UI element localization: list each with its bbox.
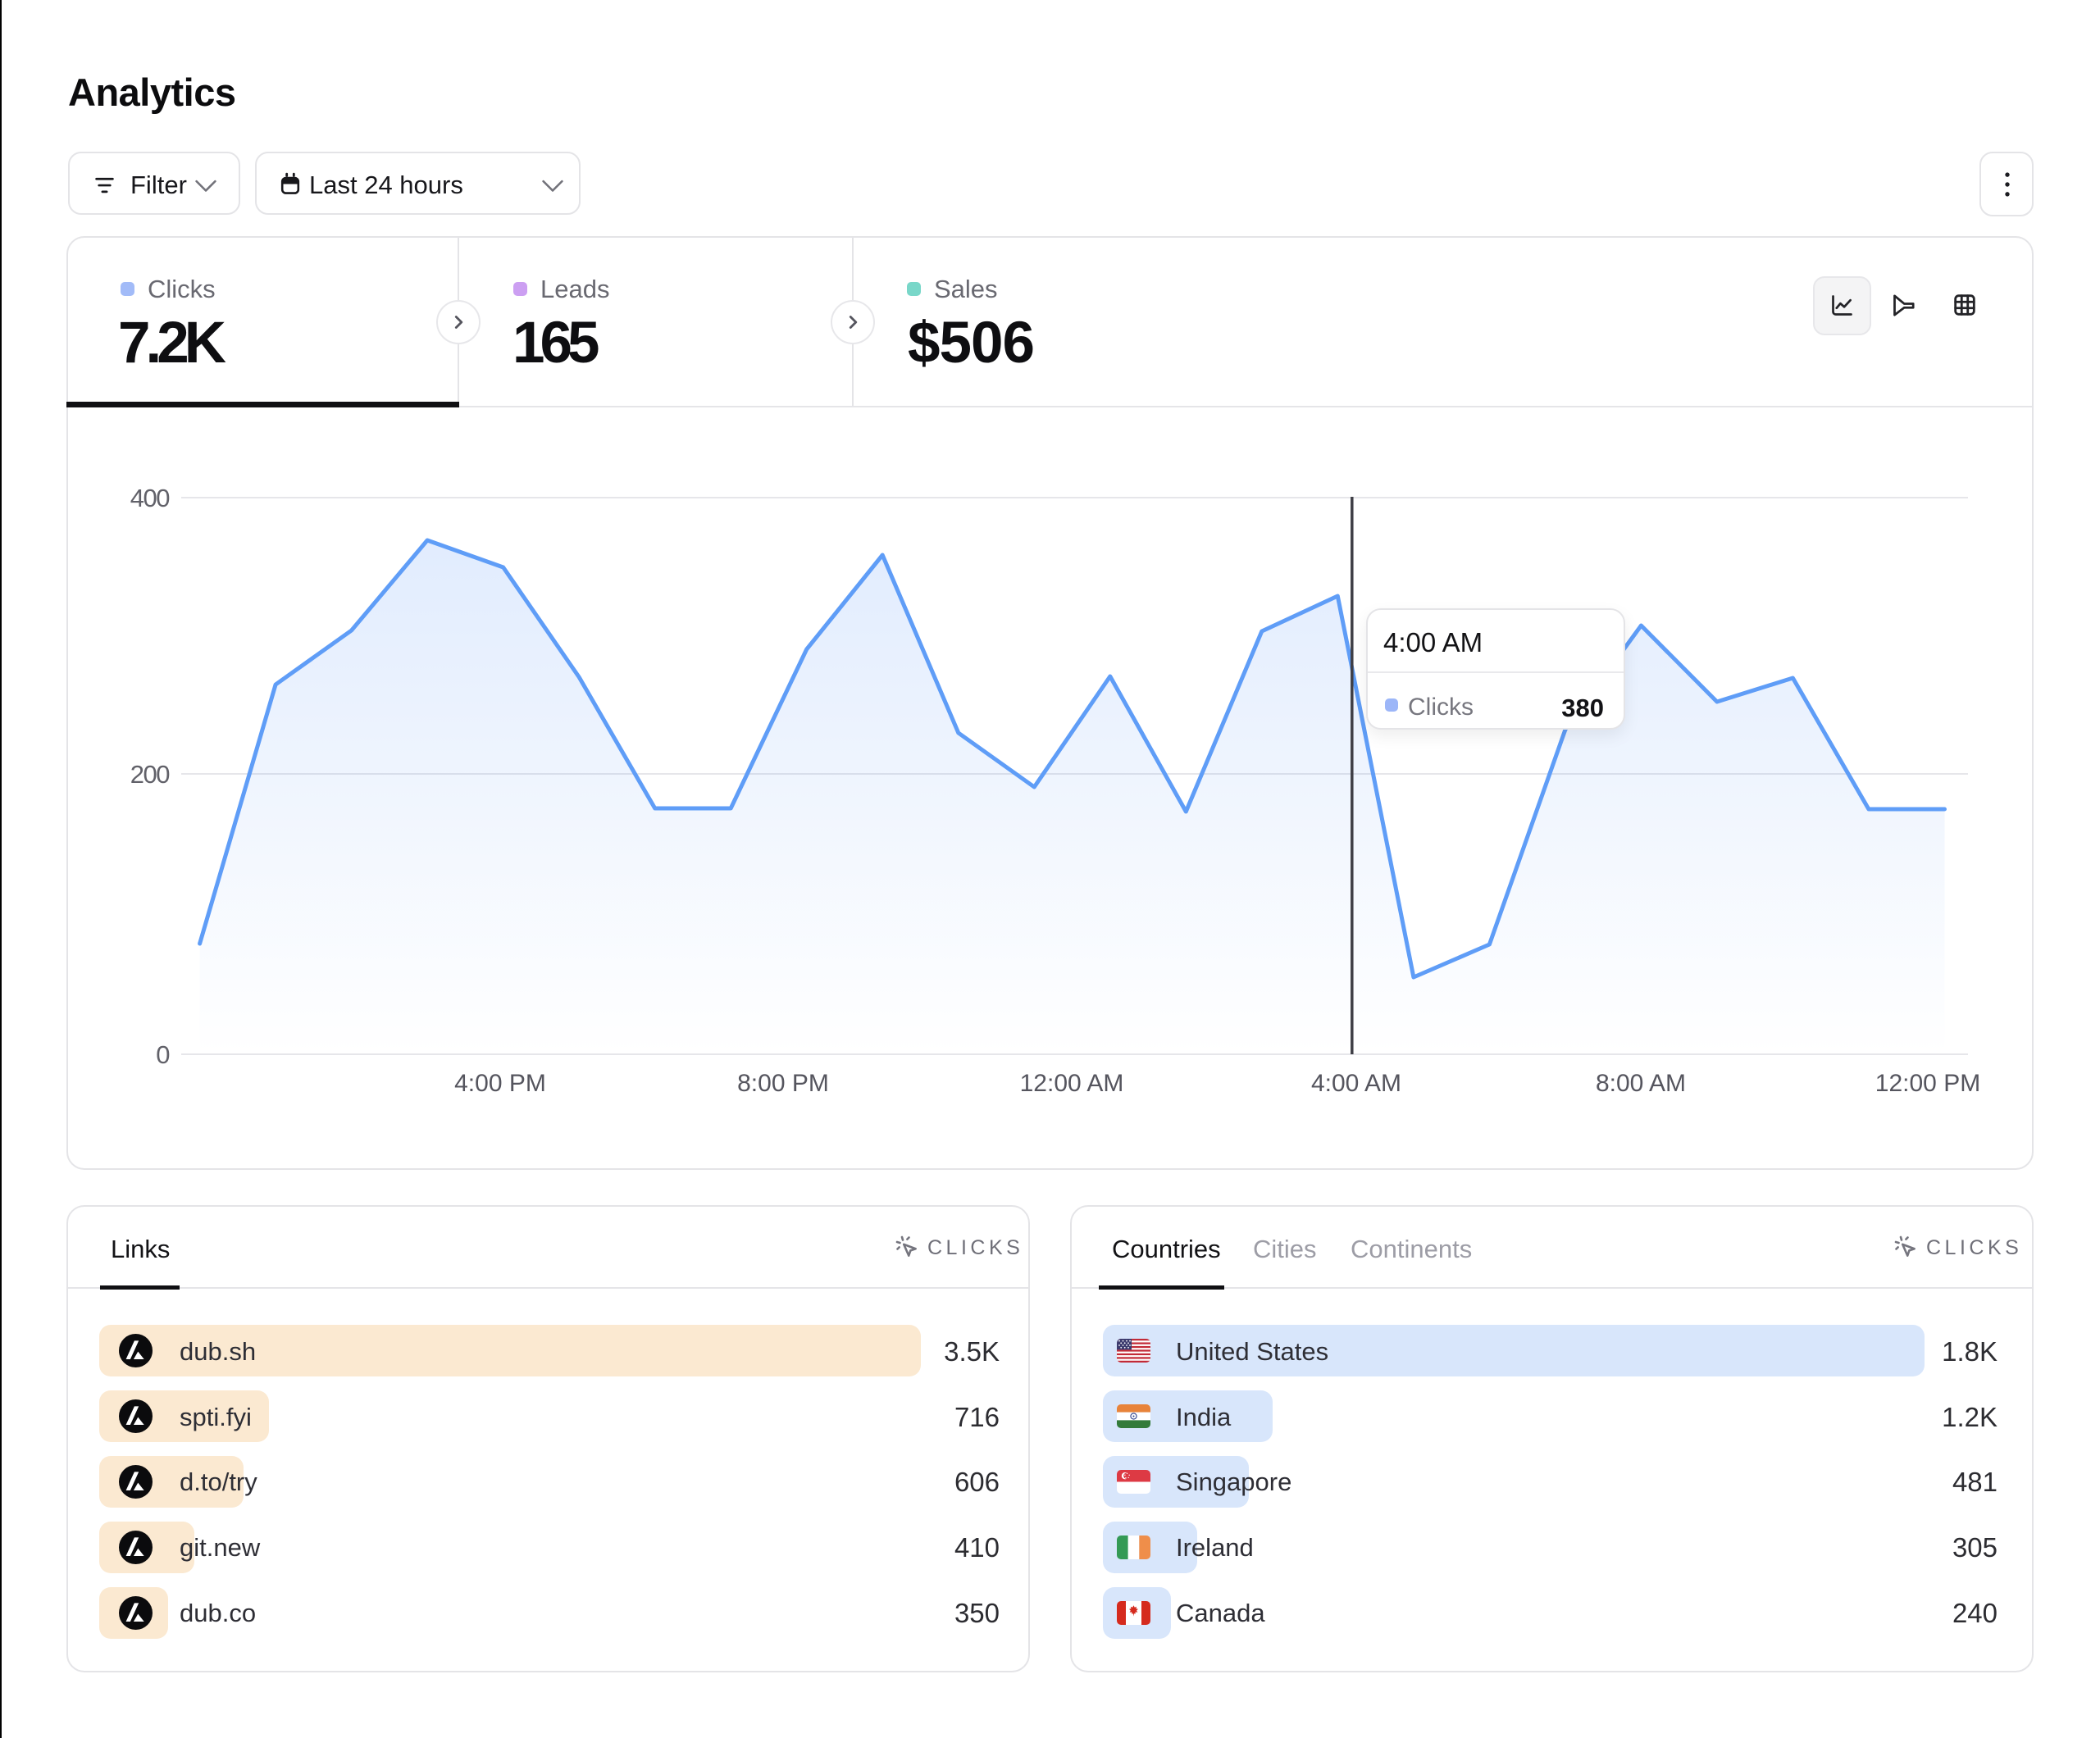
svg-text:200: 200 xyxy=(130,760,170,789)
svg-text:8:00 PM: 8:00 PM xyxy=(737,1070,829,1097)
svg-text:12:00 AM: 12:00 AM xyxy=(1020,1070,1124,1097)
svg-text:12:00 PM: 12:00 PM xyxy=(1875,1070,1980,1097)
svg-text:8:00 AM: 8:00 AM xyxy=(1596,1070,1686,1097)
svg-text:400: 400 xyxy=(130,484,170,512)
svg-text:4:00 AM: 4:00 AM xyxy=(1311,1070,1401,1097)
svg-text:4:00 PM: 4:00 PM xyxy=(454,1070,546,1097)
svg-text:0: 0 xyxy=(156,1040,170,1069)
